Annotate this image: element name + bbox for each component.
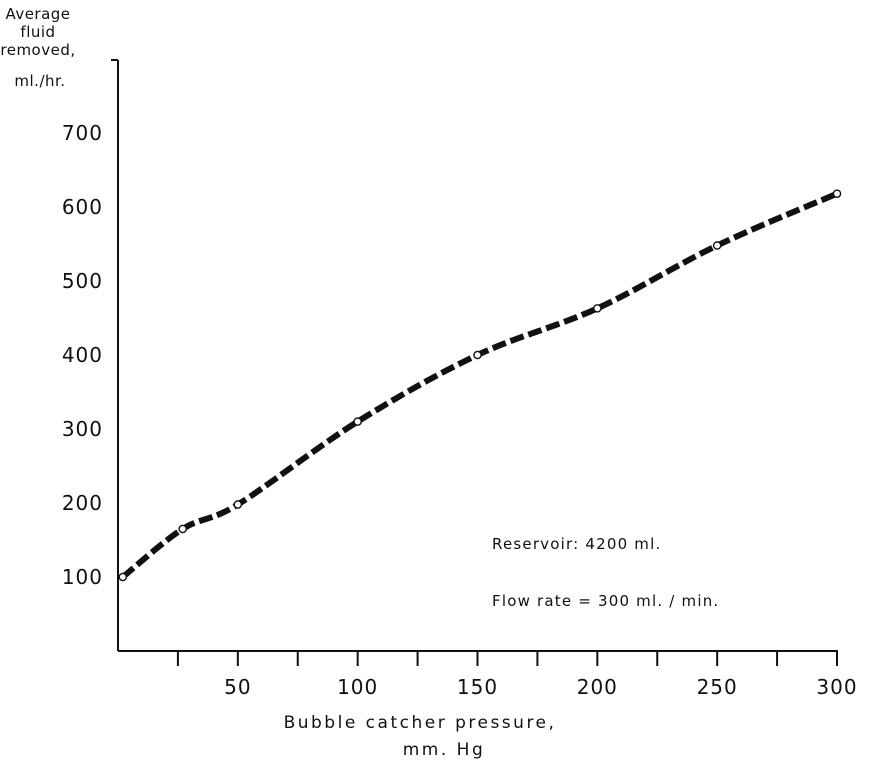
data-point (118, 572, 128, 582)
data-point (353, 417, 362, 426)
x-axis-label-line-1: Bubble catcher pressure, (284, 713, 557, 733)
tick-labels: 50 100 150 200 250 300 100 200 300 400 500 600 700 (62, 121, 857, 699)
x-tick-label: 200 (577, 675, 618, 699)
y-tick-label: 100 (62, 565, 103, 589)
data-point (832, 189, 842, 198)
annotation-flow-rate: Flow rate = 300 ml. / min. (492, 592, 719, 610)
data-point (593, 304, 602, 313)
y-tick-label: 600 (62, 195, 103, 219)
data-point (473, 350, 482, 360)
y-tick-label: 500 (62, 269, 103, 293)
y-tick-label: 400 (62, 343, 103, 367)
series-group (118, 189, 842, 582)
data-point (712, 241, 722, 250)
series-line (120, 190, 839, 580)
x-axis-label-line-2: mm. Hg (403, 740, 486, 760)
y-tick-label: 300 (62, 417, 103, 441)
ticks (176, 651, 838, 666)
annotation-reservoir: Reservoir: 4200 ml. (492, 535, 661, 553)
x-tick-label: 150 (457, 675, 498, 699)
data-point (178, 524, 188, 534)
y-axis-label-line-2: fluid (20, 23, 55, 41)
y-axis-label-line-4: ml./hr. (14, 72, 65, 90)
y-axis-label-line-1: Average (5, 5, 70, 23)
x-tick-label: 100 (337, 675, 378, 699)
x-tick-label: 250 (697, 675, 738, 699)
y-tick-label: 200 (62, 491, 103, 515)
x-tick-label: 300 (816, 675, 857, 699)
y-axis-label-line-3: removed, (0, 41, 75, 59)
y-tick-label: 700 (62, 121, 103, 145)
data-point (233, 500, 243, 509)
x-tick-label: 50 (224, 675, 251, 699)
